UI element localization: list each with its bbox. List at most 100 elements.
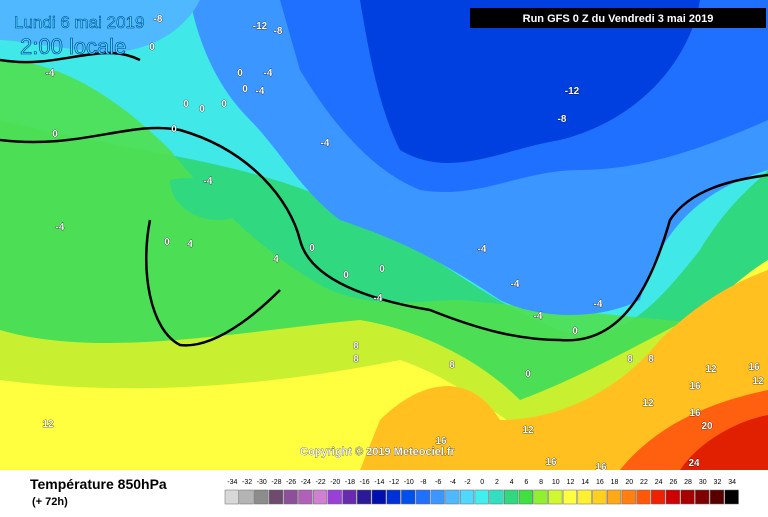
contour-label: 0 [242, 84, 248, 95]
legend-label: -30 [257, 479, 267, 486]
legend-swatch [518, 489, 533, 505]
legend-swatch [371, 489, 386, 505]
contour-label: 24 [688, 458, 700, 469]
legend-swatch [577, 489, 592, 505]
contour-label: 0 [52, 129, 58, 140]
contour-label: -12 [253, 21, 268, 32]
contour-label: -4 [594, 299, 603, 310]
legend-swatch [680, 489, 695, 505]
contour-label: 8 [353, 341, 359, 352]
legend-label: 16 [596, 479, 604, 486]
legend-swatch [327, 489, 342, 505]
zone-cold [360, 0, 700, 163]
legend-swatch [548, 489, 563, 505]
contour-line [0, 51, 141, 64]
legend-label: -18 [345, 479, 355, 486]
contour-label: 12 [752, 376, 764, 387]
legend-label: -8 [420, 479, 426, 486]
contour-label: 0 [525, 369, 531, 380]
contour-label: 0 [199, 104, 205, 115]
legend-swatch [533, 489, 548, 505]
contour-label: 8 [449, 360, 455, 371]
contour-label: 12 [42, 419, 54, 430]
zone-northwest [0, 0, 200, 53]
contour-label: -12 [565, 86, 580, 97]
legend-label: 20 [625, 479, 633, 486]
color-legend: -34 -32 -30 -28 -26 -24 -22 -20 -18 -16 -14 -12 -10-… [224, 479, 739, 505]
contour-label: 4 [187, 239, 193, 250]
legend-label: -16 [360, 479, 370, 486]
zone-orange [360, 270, 768, 470]
contour-label: -4 [204, 176, 213, 187]
contour-label: -8 [558, 114, 567, 125]
contour-label: 8 [648, 354, 654, 365]
contour-label: -4 [256, 86, 265, 97]
contour-line [145, 219, 281, 347]
legend-swatch [312, 489, 328, 505]
contour-label: 20 [701, 421, 713, 432]
legend-label: -4 [450, 479, 456, 486]
legend-swatch [401, 489, 416, 505]
legend-swatch [342, 489, 357, 505]
zone-yellow [0, 260, 768, 470]
contour-label: 16 [435, 436, 447, 447]
contour-label: 12 [522, 425, 534, 436]
legend-label: -10 [404, 479, 414, 486]
legend-label: 32 [714, 479, 722, 486]
legend-label: -2 [464, 479, 470, 486]
legend-swatch [298, 489, 313, 505]
run-box [470, 8, 766, 28]
legend-label: 4 [510, 479, 514, 486]
legend-swatch [562, 489, 578, 505]
contour-label: 16 [545, 457, 557, 468]
contour-label: 0 [164, 237, 170, 248]
legend-label: 34 [728, 479, 736, 486]
legend-swatch [268, 489, 284, 505]
contour-label: 8 [627, 354, 633, 365]
legend-swatch [239, 489, 254, 505]
contour-label: 8 [353, 354, 359, 365]
legend-swatch [592, 489, 607, 505]
legend-swatch [254, 489, 269, 505]
legend-label: -28 [271, 479, 281, 486]
legend-label: 22 [640, 479, 648, 486]
legend-swatch [357, 489, 372, 505]
legend-swatch [504, 489, 519, 505]
zone-dark-red [680, 415, 768, 470]
date: Lundi 6 mai 2019 [14, 13, 144, 32]
legend-swatch [709, 489, 725, 505]
legend-swatch [665, 489, 680, 505]
legend-label: 0 [480, 479, 484, 486]
legend-swatch [474, 489, 489, 505]
contour-line [0, 126, 768, 342]
legend-swatch [386, 489, 401, 505]
legend-swatch [445, 489, 460, 505]
contour-label: 16 [689, 408, 701, 419]
contour-label: -8 [154, 14, 163, 25]
contour-label: 0 [237, 68, 243, 79]
legend-label: -22 [315, 479, 325, 486]
contour-label: 0 [149, 42, 155, 53]
legend-swatch [489, 489, 504, 505]
contour-label: 0 [309, 243, 315, 254]
legend-label: 2 [495, 479, 499, 486]
contour-label: 0 [572, 326, 578, 337]
legend-label: -32 [242, 479, 252, 486]
zone-blob [170, 177, 246, 221]
legend-label: 14 [581, 479, 589, 486]
contour-label: 16 [595, 462, 607, 473]
contour-label: -8 [274, 26, 283, 37]
contour-label: 12 [705, 364, 717, 375]
footer-title: Température 850hPa [30, 476, 167, 492]
legend-label: -26 [286, 479, 296, 486]
contour-label: -4 [478, 244, 487, 255]
legend-label: -20 [330, 479, 340, 486]
contour-label: -4 [321, 138, 330, 149]
contour-label: 0 [379, 264, 385, 275]
contour-label: -4 [56, 222, 65, 233]
contour-label: 12 [642, 398, 654, 409]
contour-label: -4 [511, 279, 520, 290]
legend-swatch [636, 489, 651, 505]
contour-label: -4 [374, 293, 383, 304]
